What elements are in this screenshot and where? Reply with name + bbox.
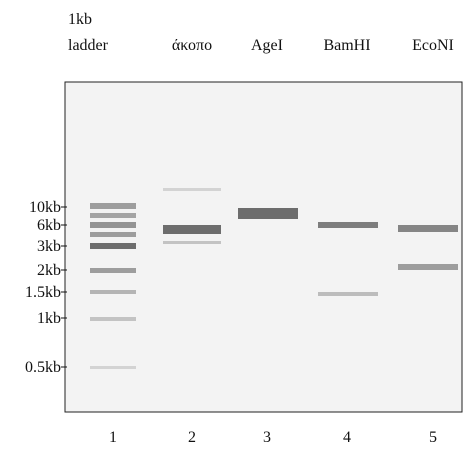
size-marker: 1.5kb (25, 284, 61, 301)
lane-number: 3 (263, 429, 271, 446)
lane-number: 4 (343, 429, 351, 446)
size-marker: 10kb (29, 199, 61, 216)
size-marker: 3kb (37, 238, 61, 255)
size-marker: 2kb (37, 262, 61, 279)
lane-header: AgeI (251, 37, 283, 54)
lane-header: 1kb (68, 11, 92, 28)
lane-header: BamHI (323, 37, 370, 54)
lane-number: 2 (188, 429, 196, 446)
size-marker: 0.5kb (25, 359, 61, 376)
gel-figure: 1kb ladder 1 άκοπο 2 AgeI 3 BamHI 4 EcoNI 5 10kb6kb… (0, 0, 469, 449)
size-marker: 1kb (37, 310, 61, 327)
lane-header: EcoNI (412, 37, 454, 54)
lane-header: ladder (68, 37, 109, 54)
size-marker: 6kb (37, 217, 61, 234)
lane-header: άκοπο (172, 37, 212, 54)
lane-3-bands (238, 208, 298, 219)
lane-number: 5 (429, 429, 437, 446)
lane-number: 1 (109, 429, 117, 446)
